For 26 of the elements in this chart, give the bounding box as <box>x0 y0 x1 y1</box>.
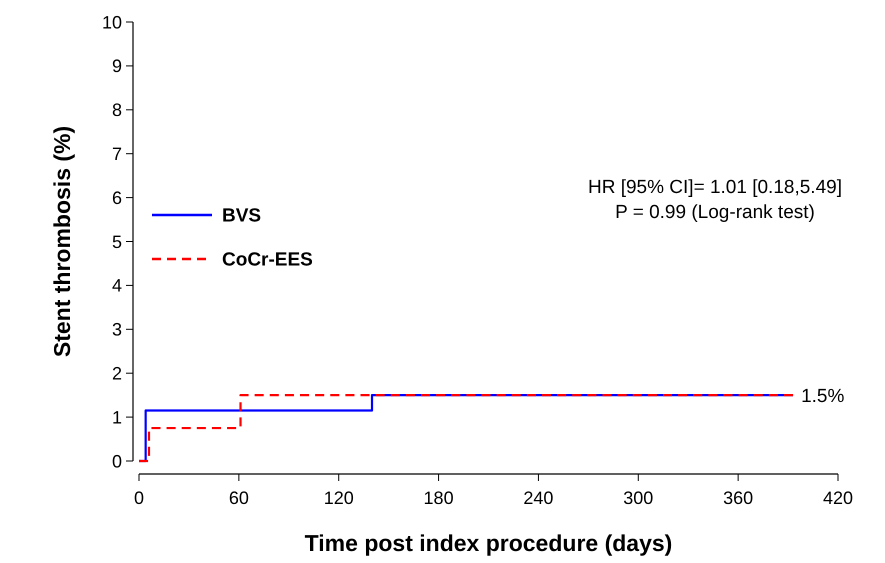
y-tick-label: 5 <box>112 232 122 252</box>
x-tick-label: 0 <box>134 488 144 508</box>
y-tick-label: 1 <box>112 407 122 428</box>
y-axis-title: Stent thrombosis (%) <box>49 126 75 358</box>
y-tick-label: 7 <box>112 144 122 164</box>
legend-label: BVS <box>222 206 262 227</box>
x-tick-label: 240 <box>523 488 554 508</box>
y-tick-label: 0 <box>112 451 122 472</box>
x-tick-label: 180 <box>424 488 454 508</box>
y-tick-label: 2 <box>112 364 122 384</box>
y-tick-label: 4 <box>112 276 122 296</box>
x-tick-label: 60 <box>228 488 249 508</box>
y-tick-label: 6 <box>112 188 122 208</box>
y-tick-label: 9 <box>112 56 122 76</box>
x-tick-label: 300 <box>623 488 654 508</box>
annotation: HR [95% CI]= 1.01 [0.18,5.49] <box>588 177 842 198</box>
y-tick-label: 3 <box>112 320 122 340</box>
y-tick-label: 8 <box>112 100 122 120</box>
x-tick-label: 120 <box>324 488 354 508</box>
x-tick-label: 360 <box>723 488 754 508</box>
annotation: P = 0.99 (Log-rank test) <box>615 202 815 223</box>
annotation: 1.5% <box>801 386 844 407</box>
legend-label: CoCr-EES <box>222 250 313 271</box>
x-axis-title: Time post index procedure (days) <box>304 530 672 556</box>
y-tick-label: 10 <box>102 12 122 32</box>
x-tick-label: 420 <box>822 488 854 508</box>
